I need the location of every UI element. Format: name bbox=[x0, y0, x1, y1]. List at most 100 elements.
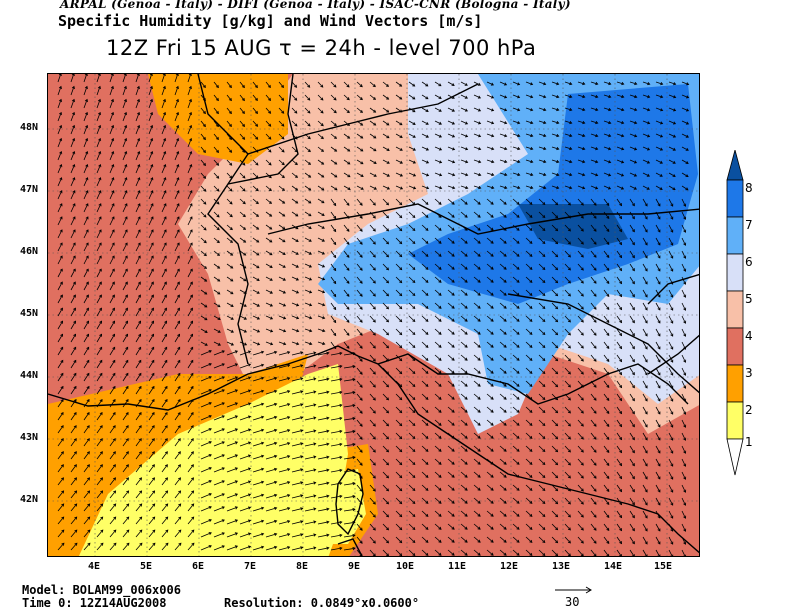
wind-vector bbox=[278, 351, 290, 356]
wind-vector-head bbox=[530, 108, 534, 112]
wind-vector-head bbox=[124, 242, 128, 246]
wind-vector bbox=[629, 549, 635, 556]
wind-vector bbox=[278, 120, 285, 127]
wind-vector bbox=[603, 445, 610, 453]
wind-vector-head bbox=[451, 383, 455, 387]
wind-vector bbox=[655, 406, 661, 415]
wind-vector-head bbox=[190, 359, 194, 363]
wind-vector-head bbox=[203, 227, 207, 231]
wind-vector bbox=[681, 406, 686, 415]
wind-vector-head bbox=[490, 370, 494, 374]
wind-vector bbox=[83, 294, 89, 304]
wind-vector-head bbox=[163, 229, 167, 233]
wind-vector bbox=[564, 185, 572, 189]
wind-vector bbox=[343, 534, 355, 538]
wind-vector bbox=[629, 237, 635, 245]
wind-vector-head bbox=[594, 186, 599, 190]
wind-vector bbox=[642, 250, 648, 259]
wind-vector bbox=[525, 419, 533, 426]
wind-vector-head bbox=[438, 539, 442, 543]
wind-vector bbox=[564, 549, 571, 556]
wind-vector-head bbox=[189, 190, 193, 194]
wind-vector-head bbox=[313, 442, 317, 446]
wind-vector bbox=[226, 428, 238, 434]
wind-vector bbox=[434, 172, 442, 176]
wind-vector-head bbox=[464, 305, 468, 309]
wind-vector-head bbox=[274, 350, 278, 354]
wind-vector bbox=[122, 164, 127, 174]
wind-vector bbox=[629, 380, 635, 388]
wind-vector-head bbox=[657, 229, 661, 233]
wind-vector-head bbox=[385, 423, 390, 427]
wind-vector bbox=[499, 354, 507, 361]
wind-vector-head bbox=[247, 454, 252, 458]
wind-vector-head bbox=[190, 425, 194, 429]
wind-vector-head bbox=[125, 346, 129, 350]
wind-vector bbox=[447, 120, 455, 125]
wind-vector bbox=[213, 454, 225, 460]
wind-vector bbox=[174, 386, 181, 395]
wind-vector-head bbox=[631, 372, 635, 376]
wind-vector bbox=[109, 347, 116, 356]
wind-vector bbox=[239, 107, 245, 114]
wind-vector bbox=[187, 464, 194, 473]
wind-vector bbox=[148, 542, 156, 551]
wind-vector-head bbox=[399, 186, 404, 190]
wind-vector-head bbox=[372, 319, 376, 323]
wind-vector bbox=[304, 81, 310, 88]
lat-label: 43N bbox=[20, 432, 39, 443]
wind-vector-head bbox=[385, 449, 390, 453]
wind-vector-head bbox=[229, 175, 233, 179]
wind-vector bbox=[304, 276, 312, 281]
wind-vector-head bbox=[542, 552, 546, 556]
wind-vector bbox=[460, 523, 468, 530]
wind-vector bbox=[317, 120, 324, 126]
wind-vector-head bbox=[555, 475, 559, 479]
wind-vector-head bbox=[123, 85, 127, 90]
wind-vector bbox=[434, 471, 442, 478]
wind-vector-head bbox=[247, 428, 252, 432]
wind-vector bbox=[239, 211, 246, 217]
wind-vector bbox=[200, 250, 207, 256]
wind-vector bbox=[499, 380, 507, 387]
wind-vector-head bbox=[346, 332, 350, 336]
wind-vector bbox=[395, 536, 402, 543]
wind-vector-head bbox=[204, 342, 208, 346]
wind-vector bbox=[187, 451, 194, 460]
wind-vector-head bbox=[608, 94, 612, 99]
wind-vector bbox=[421, 107, 429, 112]
wind-vector-head bbox=[464, 253, 468, 257]
wind-vector bbox=[473, 432, 481, 439]
wind-vector bbox=[96, 529, 104, 538]
wind-vector bbox=[408, 432, 416, 439]
wind-vector-head bbox=[582, 94, 586, 99]
wind-vector-head bbox=[477, 108, 482, 112]
wind-vector bbox=[551, 471, 558, 478]
wind-vector-head bbox=[542, 500, 546, 505]
wind-vector bbox=[330, 302, 337, 310]
wind-vector bbox=[265, 263, 273, 268]
wind-vector bbox=[642, 185, 650, 190]
wind-vector bbox=[239, 328, 247, 333]
wind-vector bbox=[304, 120, 311, 127]
wind-vector-head bbox=[385, 254, 390, 258]
wind-vector-head bbox=[352, 390, 356, 395]
wind-vector bbox=[174, 99, 179, 109]
wind-vector-head bbox=[631, 515, 635, 519]
wind-vector-head bbox=[556, 133, 560, 138]
wind-vector bbox=[616, 289, 622, 297]
wind-vector bbox=[70, 268, 76, 278]
wind-vector-head bbox=[281, 175, 285, 179]
wind-vector-head bbox=[529, 318, 533, 322]
wind-vector-head bbox=[139, 477, 142, 481]
wind-vector-head bbox=[139, 516, 143, 520]
wind-vector-head bbox=[308, 251, 313, 255]
wind-vector bbox=[512, 185, 520, 189]
wind-vector-head bbox=[464, 409, 468, 413]
wind-vector-head bbox=[451, 370, 455, 374]
wind-vector bbox=[668, 198, 674, 207]
wind-vector bbox=[122, 190, 128, 200]
wind-vector bbox=[603, 302, 610, 310]
wind-vector-head bbox=[59, 216, 63, 220]
wind-vector-head bbox=[372, 202, 376, 206]
